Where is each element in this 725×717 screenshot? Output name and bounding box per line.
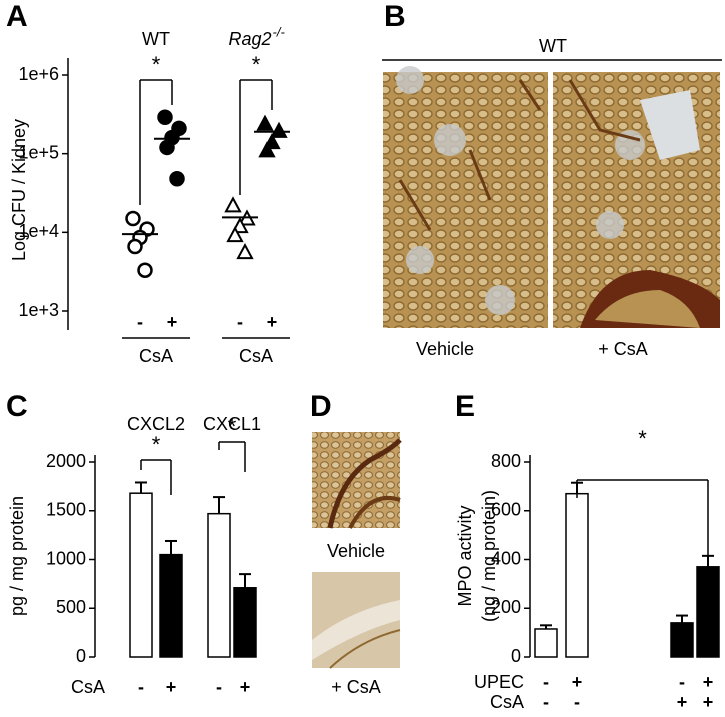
x-axis-label: CsA [239, 346, 273, 366]
y-tick-label: 600 [491, 500, 521, 520]
group-label: Rag2 [228, 29, 271, 49]
data-point [125, 210, 141, 227]
row-value: + [703, 672, 714, 692]
x-tick-label: - [216, 677, 222, 697]
y-tick-label: 1e+6 [18, 64, 59, 84]
x-axis-label: CsA [139, 346, 173, 366]
row-value: + [572, 672, 583, 692]
y-axis-label: pg / mg protein [7, 496, 27, 616]
bar [565, 492, 589, 658]
data-point [226, 226, 244, 243]
y-axis-label: MPO activity [455, 505, 475, 606]
data-point [256, 114, 274, 131]
bar [207, 512, 231, 658]
group-label: CXCL2 [127, 414, 185, 434]
panel-letter: B [384, 0, 406, 33]
data-point [231, 216, 249, 234]
significance-mark: * [638, 426, 647, 451]
bar [233, 587, 257, 658]
bar [534, 628, 558, 658]
y-tick-label: 500 [56, 597, 86, 617]
panel-letter: A [6, 0, 28, 33]
data-point [157, 109, 173, 126]
group-label: WT [142, 29, 170, 49]
data-point [258, 141, 276, 158]
image-caption: Vehicle [416, 339, 474, 359]
y-tick-label: 800 [491, 451, 521, 471]
image-caption: + CsA [331, 677, 381, 697]
x-tick-label: + [267, 312, 278, 332]
panel-letter: C [6, 390, 28, 423]
panel-letter: D [310, 390, 332, 423]
y-tick-label: 2000 [46, 451, 86, 471]
significance-mark: * [228, 414, 237, 439]
data-point [127, 238, 143, 255]
row-label: UPEC [474, 672, 524, 692]
row-value: + [677, 692, 688, 712]
y-tick-label: 1e+5 [18, 142, 59, 162]
y-tick-label: 400 [491, 548, 521, 568]
y-tick-label: 1e+4 [18, 221, 59, 241]
panel-letter: E [455, 390, 475, 423]
row-value: - [543, 672, 549, 692]
micrograph [383, 66, 548, 328]
y-tick-label: 200 [491, 597, 521, 617]
bar [129, 492, 153, 658]
micrograph [312, 432, 402, 529]
significance-mark: * [152, 432, 161, 457]
x-tick-label: - [138, 677, 144, 697]
data-point [159, 139, 175, 156]
micrograph [553, 72, 720, 328]
data-point [137, 262, 153, 278]
bar [670, 622, 694, 658]
row-value: - [543, 692, 549, 712]
y-tick-label: 1000 [46, 548, 86, 568]
significance-mark: * [152, 52, 161, 77]
data-point [224, 196, 242, 213]
row-value: + [703, 692, 714, 712]
x-tick-label: - [137, 312, 143, 332]
image-caption: + CsA [598, 339, 648, 359]
bar [159, 553, 183, 658]
x-tick-label: + [167, 312, 178, 332]
micrograph [312, 572, 401, 669]
x-tick-label: + [240, 677, 251, 697]
data-point [169, 170, 185, 187]
row-label: CsA [490, 692, 524, 712]
y-tick-label: 1e+3 [18, 300, 59, 320]
group-label: CXCL1 [203, 414, 261, 434]
y-tick-label: 1500 [46, 500, 86, 520]
y-tick-label: 0 [76, 646, 86, 666]
x-axis-label: CsA [71, 677, 105, 697]
y-axis-label: (ng / mg protein) [479, 490, 499, 622]
y-tick-label: 0 [511, 646, 521, 666]
group-label-superscript: -/- [273, 24, 286, 39]
x-tick-label: - [237, 312, 243, 332]
image-header: WT [539, 36, 567, 56]
significance-mark: * [252, 52, 261, 77]
row-value: - [679, 672, 685, 692]
data-point [270, 121, 288, 138]
row-value: - [574, 692, 580, 712]
data-point [236, 243, 254, 260]
image-caption: Vehicle [327, 541, 385, 561]
y-axis-label: Log CFU / Kidney [9, 119, 29, 261]
bar [696, 566, 720, 658]
x-tick-label: + [166, 677, 177, 697]
